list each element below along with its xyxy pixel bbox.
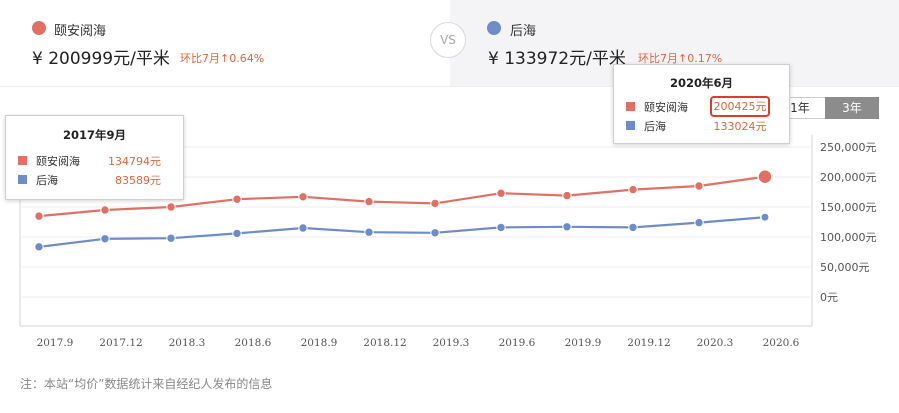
series1-color-dot: [32, 21, 46, 35]
x-tick-label: 2018.6: [235, 337, 272, 349]
tooltip-series2-label: 后海: [644, 120, 666, 133]
y-tick-label: 0元: [820, 291, 838, 304]
period-3-years-button[interactable]: 3年: [825, 97, 879, 119]
community-name-left: 颐安阅海: [54, 24, 107, 39]
data-point: [364, 196, 374, 207]
community-summary-left: 颐安阅海 ¥ 200999元/平米 环比7月↑0.64%: [0, 0, 450, 86]
y-tick-label: 250,000元: [820, 141, 877, 154]
data-point: [34, 211, 44, 221]
series2-legend-swatch: [18, 175, 27, 184]
data-point: [760, 212, 770, 223]
x-tick-label: 2018.3: [169, 337, 206, 349]
tooltip-title: 2020年6月: [669, 76, 733, 90]
tooltip-series2-value: 83589元: [115, 174, 161, 187]
data-point: [166, 202, 176, 212]
tooltip-2020-6: 2020年6月 颐安阅海 200425元 后海 133024元: [613, 64, 790, 144]
tooltip-title: 2017年9月: [62, 128, 126, 142]
series-line: [38, 175, 766, 218]
data-point: [232, 194, 242, 204]
x-tick-label: 2018.9: [301, 337, 338, 349]
price-right: ¥ 133972元/平米: [488, 49, 626, 69]
data-point: [166, 233, 176, 243]
data-point: [757, 168, 773, 185]
tooltip-series1-value: 200425元: [710, 96, 770, 117]
data-point: [298, 223, 308, 233]
x-tick-label: 2017.9: [37, 337, 74, 349]
data-point: [562, 190, 572, 201]
tooltip-series1-value: 134794元: [108, 155, 161, 168]
x-tick-label: 2017.12: [99, 337, 142, 349]
x-tick-label: 2019.12: [627, 337, 670, 349]
x-tick-label: 2020.6: [763, 337, 800, 349]
x-tick-label: 2020.3: [697, 337, 734, 349]
data-point: [364, 227, 374, 237]
data-point: [496, 222, 506, 233]
tooltip-series2-label: 后海: [36, 174, 58, 187]
y-tick-label: 50,000元: [820, 261, 870, 274]
data-point: [100, 205, 110, 215]
tooltip-series2-value: 133024元: [713, 120, 767, 133]
x-tick-label: 2019.9: [565, 337, 602, 349]
tooltip-2017-9: 2017年9月 颐安阅海 134794元 后海 83589元: [5, 115, 184, 200]
data-point: [232, 228, 242, 239]
y-tick-label: 150,000元: [820, 201, 877, 214]
data-point: [100, 234, 110, 244]
data-point: [430, 198, 440, 209]
series2-legend-swatch: [626, 121, 635, 130]
data-point: [694, 181, 704, 191]
series-line: [38, 216, 766, 248]
x-tick-label: 2019.3: [433, 337, 470, 349]
series2-color-dot: [487, 21, 501, 35]
data-point: [430, 228, 440, 238]
series1-legend-swatch: [18, 156, 27, 165]
community-name-right: 后海: [510, 24, 537, 39]
data-point: [628, 184, 638, 195]
tooltip-series1-label: 颐安阅海: [644, 101, 688, 114]
header-divider: [0, 86, 899, 87]
data-point: [34, 242, 44, 252]
data-source-note: 注：本站“均价”数据统计来自经纪人发布的信息: [20, 377, 273, 391]
tooltip-series1-label: 颐安阅海: [36, 155, 80, 168]
trend-left: 环比7月↑0.64%: [180, 52, 265, 65]
series1-legend-swatch: [626, 102, 635, 111]
data-point: [562, 222, 572, 232]
price-left: ¥ 200999元/平米: [32, 49, 170, 69]
data-point: [694, 217, 704, 228]
y-tick-label: 200,000元: [820, 171, 877, 184]
x-tick-label: 2018.12: [363, 337, 406, 349]
y-tick-label: 100,000元: [820, 231, 877, 244]
x-tick-label: 2019.6: [499, 337, 536, 349]
data-point: [298, 192, 308, 202]
trend-right: 环比7月↑0.17%: [638, 52, 723, 65]
data-point: [496, 188, 506, 198]
vs-badge: VS: [430, 22, 466, 58]
data-point: [628, 222, 638, 233]
